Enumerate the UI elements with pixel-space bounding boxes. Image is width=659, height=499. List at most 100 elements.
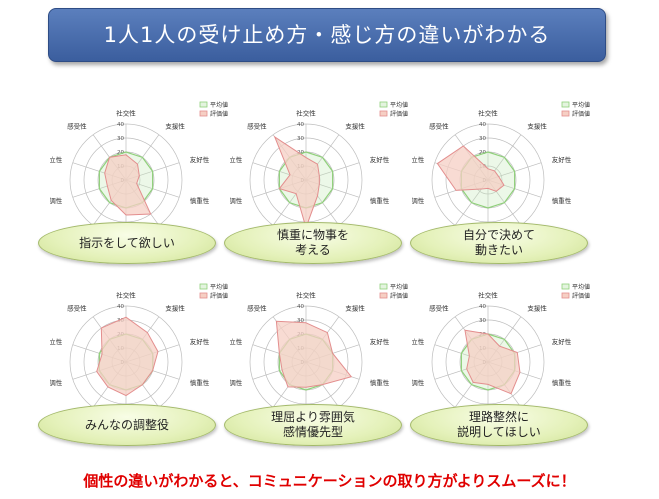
axis-label: 自立性 [230, 337, 243, 346]
legend-swatch-average [199, 101, 208, 108]
axis-label: 友好性 [190, 337, 210, 346]
legend-swatch-individual [561, 110, 570, 117]
legend-label: 評価値 [572, 292, 590, 300]
legend-label: 平均値 [210, 101, 228, 109]
legend-swatch-individual [199, 292, 208, 299]
caption-4: みんなの調整役 [38, 404, 216, 446]
axis-label: 感受性 [247, 121, 267, 130]
legend-swatch-average [199, 283, 208, 290]
legend-swatch-average [379, 283, 388, 290]
tick-label: 30 [479, 136, 486, 142]
axis-label: 感受性 [67, 121, 87, 130]
tick-label: 40 [117, 304, 124, 310]
axis-label: 協調性 [230, 378, 243, 387]
axis-label: 自立性 [412, 155, 425, 164]
legend-swatch-individual [379, 110, 388, 117]
axis-label: 慎重性 [190, 196, 210, 205]
axis-label: 慎重性 [370, 378, 390, 387]
axis-label: 社交性 [116, 109, 136, 118]
series-individual [464, 329, 521, 395]
legend-label: 評価値 [572, 110, 590, 118]
tick-label: 30 [117, 136, 124, 142]
legend-label: 評価値 [210, 110, 228, 118]
axis-label: 友好性 [370, 337, 390, 346]
tick-label: 30 [297, 318, 304, 324]
axis-label: 自立性 [50, 337, 63, 346]
legend-label: 平均値 [390, 101, 408, 109]
series-individual [436, 145, 505, 192]
axis-label: 社交性 [116, 291, 136, 300]
axis-label: 慎重性 [552, 196, 572, 205]
radar-chart-3: 社交性支援性友好性慎重性忍耐性受容性服従性協調性自立性感受性403020100平… [412, 88, 612, 288]
axis-label: 協調性 [412, 378, 425, 387]
axis-label: 感受性 [429, 121, 449, 130]
legend-swatch-average [379, 101, 388, 108]
axis-label: 支援性 [165, 303, 185, 312]
radar-svg: 社交性支援性友好性慎重性忍耐性受容性服従性協調性自立性感受性403020100平… [412, 101, 590, 252]
caption-5: 理屈より雰囲気 感情優先型 [224, 404, 402, 446]
radar-chart-5: 社交性支援性友好性慎重性忍耐性受容性服従性協調性自立性感受性403020100平… [230, 270, 430, 470]
axis-label: 自立性 [412, 337, 425, 346]
tick-label: 20 [479, 150, 486, 156]
radar-chart-4: 社交性支援性友好性慎重性忍耐性受容性服従性協調性自立性感受性403020100平… [50, 270, 250, 470]
legend-swatch-individual [379, 292, 388, 299]
caption-3: 自分で決めて 動きたい [410, 222, 588, 264]
axis-label: 感受性 [429, 303, 449, 312]
axis-label: 慎重性 [370, 196, 390, 205]
axis-label: 友好性 [552, 155, 572, 164]
axis-label: 感受性 [247, 303, 267, 312]
radar-svg: 社交性支援性友好性慎重性忍耐性受容性服従性協調性自立性感受性403020100平… [230, 283, 408, 434]
legend-label: 評価値 [390, 110, 408, 118]
tick-label: 20 [297, 150, 304, 156]
legend-swatch-individual [199, 110, 208, 117]
axis-label: 自立性 [230, 155, 243, 164]
legend-label: 平均値 [572, 101, 590, 109]
axis-label: 協調性 [50, 196, 63, 205]
legend-swatch-average [561, 101, 570, 108]
tick-label: 40 [297, 122, 304, 128]
legend-label: 平均値 [210, 283, 228, 291]
axis-label: 支援性 [527, 121, 547, 130]
series-individual [104, 154, 152, 216]
legend-label: 平均値 [390, 283, 408, 291]
tick-label: 40 [479, 122, 486, 128]
axis-label: 社交性 [478, 291, 498, 300]
axis-label: 友好性 [552, 337, 572, 346]
axis-label: 協調性 [50, 378, 63, 387]
axis-label: 支援性 [527, 303, 547, 312]
tick-label: 30 [297, 136, 304, 142]
axis-label: 支援性 [345, 303, 365, 312]
legend-swatch-individual [561, 292, 570, 299]
legend-label: 評価値 [390, 292, 408, 300]
tick-label: 40 [479, 304, 486, 310]
series-individual [275, 320, 353, 388]
axis-label: 支援性 [345, 121, 365, 130]
axis-label: 社交性 [296, 291, 316, 300]
axis-label: 協調性 [412, 196, 425, 205]
caption-6: 理路整然に 説明してほしい [410, 404, 588, 446]
axis-label: 協調性 [230, 196, 243, 205]
axis-label: 自立性 [50, 155, 63, 164]
tick-label: 40 [297, 304, 304, 310]
footer-message: 個性の違いがわかると、コミュニケーションの取り方がよりスムーズに！ [83, 472, 576, 490]
legend-label: 平均値 [572, 283, 590, 291]
series-individual [96, 316, 159, 397]
legend-label: 評価値 [210, 292, 228, 300]
axis-label: 慎重性 [552, 378, 572, 387]
tick-label: 30 [479, 318, 486, 324]
title-banner: 1人1人の受け止め方・感じ方の違いがわかる [48, 8, 606, 62]
radar-svg: 社交性支援性友好性慎重性忍耐性受容性服従性協調性自立性感受性403020100平… [50, 283, 228, 434]
axis-label: 感受性 [67, 303, 87, 312]
axis-label: 社交性 [296, 109, 316, 118]
tick-label: 40 [117, 122, 124, 128]
axis-label: 友好性 [190, 155, 210, 164]
caption-1: 指示をして欲しい [38, 222, 216, 264]
tick-label: 20 [117, 150, 124, 156]
axis-label: 友好性 [370, 155, 390, 164]
caption-2: 慎重に物事を 考える [224, 222, 402, 264]
axis-label: 支援性 [165, 121, 185, 130]
axis-label: 社交性 [478, 109, 498, 118]
axis-label: 慎重性 [190, 378, 210, 387]
legend-swatch-average [561, 283, 570, 290]
